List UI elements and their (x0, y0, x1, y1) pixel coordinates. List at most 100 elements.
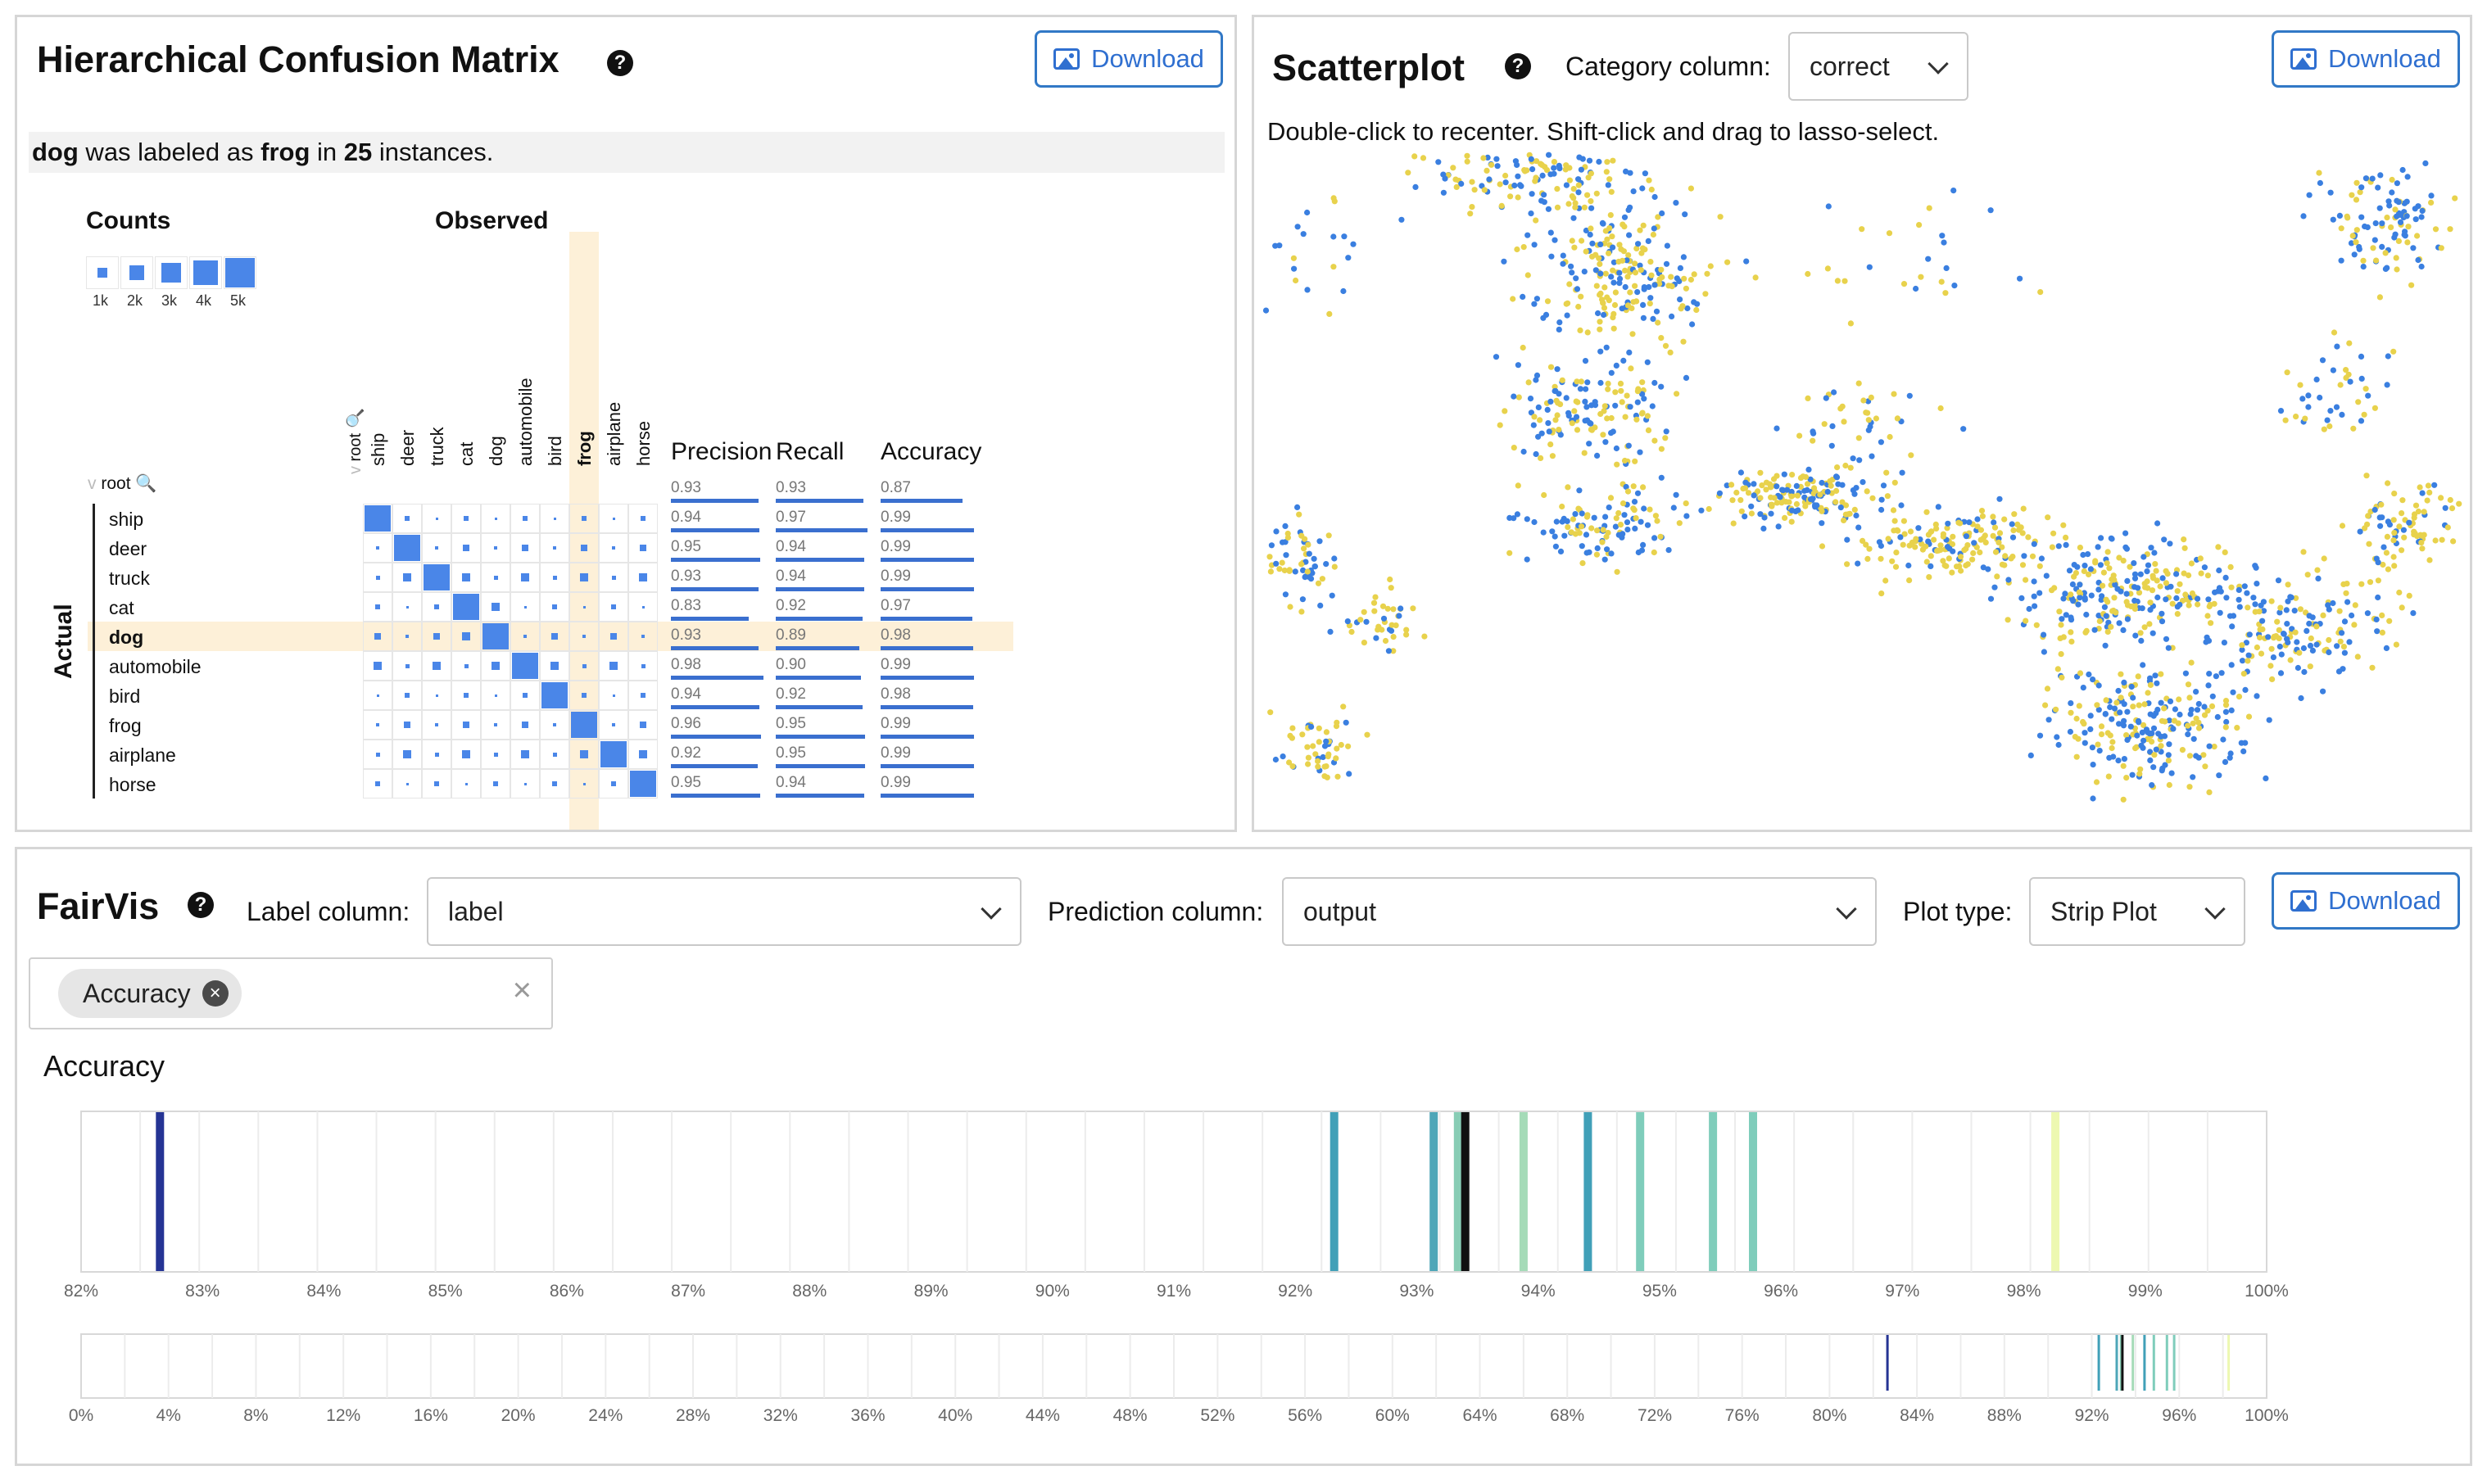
scatter-point[interactable] (1535, 433, 1542, 440)
matrix-cell[interactable] (628, 740, 658, 769)
scatter-point[interactable] (1647, 259, 1654, 265)
scatter-point[interactable] (1575, 303, 1582, 310)
scatter-point[interactable] (1827, 478, 1833, 485)
scatter-point[interactable] (1321, 743, 1329, 749)
scatter-point[interactable] (2150, 630, 2156, 636)
scatter-point[interactable] (1622, 414, 1629, 420)
scatter-point[interactable] (2358, 184, 2365, 191)
scatter-point[interactable] (1315, 758, 1321, 765)
scatter-point[interactable] (1616, 269, 1623, 276)
scatter-point[interactable] (1569, 192, 1575, 200)
scatter-point[interactable] (1501, 258, 1507, 265)
scatter-point[interactable] (2304, 572, 2311, 578)
scatter-point[interactable] (2372, 220, 2379, 227)
strip-mark[interactable] (1886, 1335, 1889, 1391)
scatter-point[interactable] (2127, 723, 2134, 730)
scatter-point[interactable] (1974, 516, 1981, 523)
scatter-point[interactable] (1361, 609, 1367, 615)
scatter-point[interactable] (1294, 224, 1301, 230)
scatter-point[interactable] (1980, 564, 1986, 571)
scatter-point[interactable] (1566, 281, 1573, 287)
scatter-point[interactable] (1880, 482, 1887, 489)
scatter-point[interactable] (1913, 536, 1919, 542)
scatter-point[interactable] (2073, 753, 2080, 760)
scatter-point[interactable] (1573, 414, 1580, 420)
scatter-point[interactable] (1788, 493, 1795, 500)
scatter-point[interactable] (2121, 679, 2127, 686)
scatter-point[interactable] (1563, 162, 1570, 169)
scatter-point[interactable] (1514, 246, 1520, 253)
scatter-point[interactable] (2055, 741, 2062, 749)
strip-mark[interactable] (1749, 1112, 1757, 1271)
scatter-point[interactable] (2390, 348, 2397, 355)
matrix-cell[interactable] (451, 563, 481, 592)
scatter-point[interactable] (2376, 294, 2383, 301)
scatter-point[interactable] (1626, 349, 1633, 355)
scatter-point[interactable] (2076, 703, 2082, 709)
scatter-point[interactable] (1310, 743, 1316, 749)
scatter-point[interactable] (2245, 652, 2252, 658)
scatter-point[interactable] (2415, 256, 2421, 264)
scatter-point[interactable] (2258, 650, 2265, 657)
scatter-point[interactable] (2216, 585, 2223, 591)
scatter-point[interactable] (2362, 223, 2368, 230)
matrix-cell[interactable] (599, 622, 628, 651)
scatter-point[interactable] (2172, 706, 2178, 713)
scatter-point[interactable] (1576, 530, 1583, 536)
scatter-point[interactable] (1624, 519, 1631, 526)
scatter-point[interactable] (2063, 612, 2069, 618)
scatter-point[interactable] (1859, 226, 1865, 233)
scatter-point[interactable] (1828, 482, 1834, 489)
matrix-cell[interactable] (392, 710, 422, 740)
scatter-point[interactable] (2351, 622, 2358, 628)
scatter-point[interactable] (2102, 642, 2109, 649)
scatter-point[interactable] (1619, 399, 1625, 405)
scatter-point[interactable] (1751, 481, 1757, 487)
matrix-cell[interactable] (451, 504, 481, 533)
scatter-point[interactable] (2375, 577, 2381, 584)
scatter-point[interactable] (1481, 187, 1488, 193)
scatter-point[interactable] (1891, 391, 1897, 397)
scatter-point[interactable] (1579, 510, 1585, 517)
matrix-cell[interactable] (628, 681, 658, 710)
scatter-point[interactable] (1928, 553, 1934, 559)
scatter-point[interactable] (1584, 417, 1591, 423)
scatter-point[interactable] (2103, 613, 2109, 619)
scatter-point[interactable] (1633, 515, 1639, 522)
scatter-point[interactable] (2353, 179, 2360, 186)
label-column-select[interactable]: label (427, 877, 1022, 946)
scatter-point[interactable] (1812, 502, 1819, 509)
scatter-point[interactable] (2120, 796, 2127, 803)
scatter-point[interactable] (1480, 155, 1487, 161)
scatter-point[interactable] (2120, 558, 2127, 564)
scatter-point[interactable] (2167, 698, 2174, 705)
scatter-point[interactable] (2362, 386, 2369, 392)
scatter-point[interactable] (1557, 548, 1565, 554)
scatter-point[interactable] (1304, 209, 1311, 216)
scatter-point[interactable] (1834, 464, 1841, 471)
scatter-point[interactable] (1665, 547, 1672, 554)
scatter-point[interactable] (1280, 539, 1286, 545)
scatter-point[interactable] (1860, 537, 1866, 544)
matrix-cell[interactable] (481, 681, 510, 710)
scatter-point[interactable] (1855, 524, 1862, 531)
scatter-point[interactable] (1868, 394, 1874, 400)
matrix-cell[interactable] (510, 710, 540, 740)
scatter-point[interactable] (2240, 748, 2247, 755)
scatter-point[interactable] (1987, 595, 1995, 602)
scatter-point[interactable] (1905, 562, 1912, 569)
scatter-point[interactable] (1450, 165, 1456, 171)
scatter-point[interactable] (2379, 220, 2385, 227)
scatter-point[interactable] (2161, 536, 2168, 543)
matrix-cell[interactable] (599, 740, 628, 769)
scatter-point[interactable] (2419, 490, 2426, 496)
scatter-point[interactable] (1757, 495, 1764, 501)
scatter-point[interactable] (1528, 409, 1534, 416)
scatter-point[interactable] (1373, 635, 1379, 641)
scatter-point[interactable] (2185, 722, 2191, 729)
scatter-point[interactable] (1774, 500, 1780, 506)
scatter-point[interactable] (2353, 227, 2360, 233)
scatter-point[interactable] (2174, 611, 2181, 618)
scatter-point[interactable] (1563, 182, 1570, 188)
scatter-point[interactable] (1610, 310, 1617, 317)
